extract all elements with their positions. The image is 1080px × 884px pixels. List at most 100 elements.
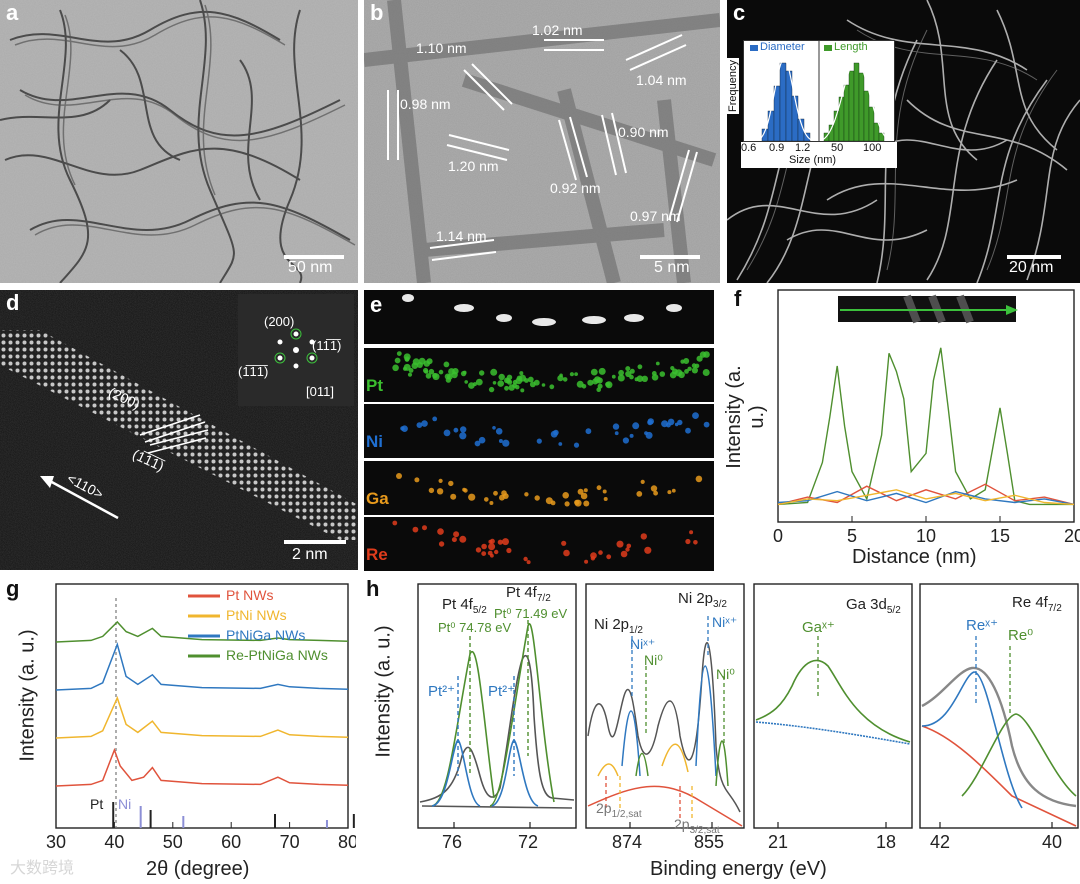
pt-title-72-main: Pt 4f xyxy=(506,584,537,601)
panel-d-label: d xyxy=(6,290,20,315)
panel-g-ylabel: Intensity (a. u.) xyxy=(16,629,39,762)
panel-c: c Diameter Length xyxy=(727,0,1080,283)
map-dot xyxy=(488,543,496,551)
map-dot xyxy=(602,489,607,494)
re-title-main: Re 4f xyxy=(1012,594,1048,611)
map-dot xyxy=(493,490,498,496)
ni-x-label-1: Niˣ⁺ xyxy=(630,636,656,652)
map-dot xyxy=(497,380,504,387)
map-dot xyxy=(526,560,531,565)
ni-x-label-2: Niˣ⁺ xyxy=(712,614,738,630)
map-dot xyxy=(605,381,611,387)
map-dot xyxy=(659,371,666,377)
pt-title-52-sub: 5/2 xyxy=(472,605,487,616)
inset-tick-4: 50 xyxy=(831,142,844,154)
map-dot xyxy=(536,438,542,444)
panel-e-map-re: Re xyxy=(364,517,714,571)
map-dot xyxy=(611,374,616,379)
ni-sat-1-sub: 1/2,sat xyxy=(611,808,642,820)
g-xtick-label: 30 xyxy=(46,832,66,852)
map-dot xyxy=(492,426,496,430)
map-dot xyxy=(590,368,598,376)
panel-b-meas-9: 1.14 nm xyxy=(436,228,487,244)
map-dot xyxy=(488,539,493,544)
panel-f: f 0 5 10 15 20 Intensity (a. u.) Distance (n… xyxy=(722,286,1080,576)
legend-item-ptni: PtNi NWs xyxy=(226,607,287,623)
map-dot xyxy=(644,546,652,554)
map-dot xyxy=(677,419,683,426)
map-dot xyxy=(655,361,660,366)
map-dot xyxy=(475,547,482,553)
panel-b-label: b xyxy=(370,0,384,25)
map-dot xyxy=(501,490,507,496)
map-dot xyxy=(653,490,658,496)
map-dot xyxy=(498,439,503,443)
map-dot xyxy=(502,538,509,546)
map-dot xyxy=(594,376,601,383)
panel-d: d (200) (11̅1̅) (1̅1̅1̅) [011] (200) (1̅… xyxy=(0,290,358,570)
map-dot xyxy=(425,373,432,379)
panel-b-meas-7: 0.92 nm xyxy=(550,180,601,196)
map-dot xyxy=(489,501,494,505)
map-dot xyxy=(569,372,574,377)
panel-g-label: g xyxy=(6,576,20,601)
map-dot xyxy=(685,427,691,434)
map-dot xyxy=(625,547,630,552)
map-dot xyxy=(428,368,435,375)
map-dot xyxy=(629,433,634,438)
map-dot xyxy=(671,488,676,493)
map-dot xyxy=(392,520,398,526)
map-dot xyxy=(438,478,443,483)
map-dot xyxy=(667,490,672,495)
ga-xtick-2: 18 xyxy=(876,832,897,852)
ga-title-sub: 5/2 xyxy=(886,605,901,616)
panel-b-scale-bar xyxy=(640,255,700,259)
map-dot xyxy=(512,379,518,385)
map-dot xyxy=(424,369,429,374)
inset-tick-1: 0.6 xyxy=(741,142,757,154)
xrd-series-1 xyxy=(55,695,349,739)
panel-b-measure-lines xyxy=(387,34,698,261)
map-dot xyxy=(606,554,612,560)
ref-label-pt: Pt xyxy=(90,796,104,812)
map-dot xyxy=(396,473,402,479)
panel-e-map-pt: Pt xyxy=(364,348,714,402)
map-dot xyxy=(438,541,445,547)
legend-item-re-ptniga: Re-PtNiGa NWs xyxy=(226,647,328,663)
panel-h-xps-charts xyxy=(417,583,1079,829)
re-x-label: Reˣ⁺ xyxy=(966,617,999,634)
map-dot xyxy=(590,552,597,559)
ga-title-main: Ga 3d xyxy=(846,596,887,613)
map-dot xyxy=(689,530,694,535)
g-xtick-label: 40 xyxy=(104,832,124,852)
map-dot xyxy=(692,412,699,419)
ni-sat-1-main: 2p xyxy=(596,800,612,816)
map-dot xyxy=(693,540,698,545)
map-dot xyxy=(492,381,497,385)
map-dot xyxy=(562,492,569,499)
panel-a-label: a xyxy=(6,0,19,25)
panel-a-scale-bar xyxy=(284,255,344,259)
map-dot xyxy=(438,369,444,375)
panel-b-meas-3: 1.04 nm xyxy=(636,72,687,88)
pt2-label-1: Pt²⁺ xyxy=(428,683,456,700)
map-dot xyxy=(561,540,567,546)
map-dot xyxy=(632,422,640,430)
map-dot xyxy=(394,357,401,364)
ni-title-12: Ni 2p1/2 xyxy=(594,616,643,636)
map-dot xyxy=(481,543,487,550)
map-dot xyxy=(421,420,428,427)
xrd-series-0 xyxy=(55,747,349,787)
map-dot xyxy=(636,491,643,497)
inset-xticks: 0.6 0.9 1.2 50 100 Size (nm) xyxy=(741,142,897,168)
map-dot xyxy=(487,550,493,556)
g-xtick-label: 70 xyxy=(280,832,300,852)
map-dot xyxy=(683,358,690,364)
map-dot xyxy=(504,385,509,391)
map-dot xyxy=(499,494,505,501)
map-dot xyxy=(488,386,495,393)
map-dot xyxy=(519,371,524,376)
pt-title-72-sub: 7/2 xyxy=(536,593,551,604)
legend-item-pt: Pt NWs xyxy=(226,587,274,603)
pt-title-52: Pt 4f5/2 xyxy=(442,596,487,616)
